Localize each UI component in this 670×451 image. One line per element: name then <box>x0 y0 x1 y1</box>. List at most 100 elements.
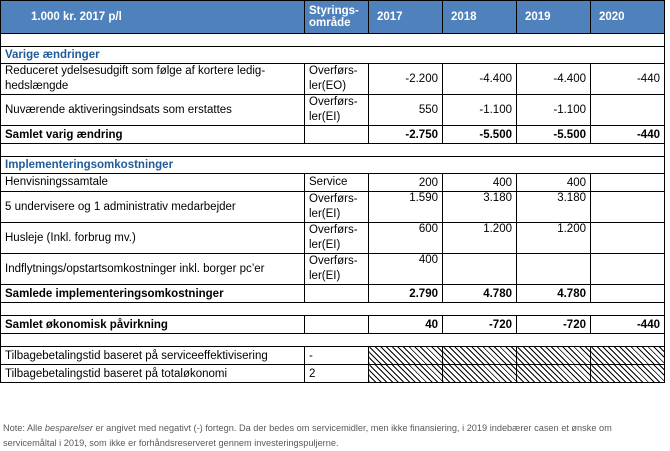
spacer-cell <box>0 333 665 347</box>
overall-area <box>304 315 369 334</box>
row-area: Overførs-ler(EO) <box>304 63 369 95</box>
table-row: Indflytnings/opstartsomkostninger inkl. … <box>0 253 665 285</box>
hatched-cell <box>590 346 665 365</box>
subtotal-row: Samlede implementeringsomkostninger 2.79… <box>0 284 665 303</box>
hatched-cell <box>368 364 443 383</box>
row-description: Husleje (Inkl. forbrug mv.) <box>0 222 305 254</box>
subtotal-area <box>304 284 369 303</box>
spacer-row <box>0 143 665 157</box>
header-year-2019: 2019 <box>516 0 591 34</box>
table-row: Henvisningssamtale Service 200 400 400 <box>0 173 665 192</box>
note-prefix: Note: Alle <box>3 423 45 433</box>
hatched-cell <box>368 346 443 365</box>
payback-value: - <box>304 346 369 365</box>
row-area: Overførs-ler(EI) <box>304 94 369 126</box>
row-value-2019: 400 <box>516 173 591 192</box>
subtotal-value-2019: 4.780 <box>516 284 591 303</box>
row-area: Overførs-ler(EI) <box>304 222 369 254</box>
header-title: 1.000 kr. 2017 p/l <box>0 0 305 34</box>
subtotal-value-2020 <box>590 284 665 303</box>
hatched-cell <box>442 346 517 365</box>
subtotal-value-2020: -440 <box>590 125 665 144</box>
overall-value-2018: -720 <box>442 315 517 334</box>
spacer-cell <box>0 302 665 316</box>
overall-value-2017: 40 <box>368 315 443 334</box>
subtotal-area <box>304 125 369 144</box>
payback-row: Tilbagebetalingstid baseret på serviceef… <box>0 346 665 365</box>
row-description: Nuværende aktiveringsindsats som erstatt… <box>0 94 305 126</box>
row-description: Indflytnings/opstartsomkostninger inkl. … <box>0 253 305 285</box>
spacer-row <box>0 33 665 47</box>
row-value-2019: -4.400 <box>516 63 591 95</box>
header-year-2020: 2020 <box>590 0 665 34</box>
spacer-cell <box>0 33 665 47</box>
row-value-2020 <box>590 222 665 254</box>
row-value-2017: 400 <box>368 253 443 285</box>
row-value-2019: 1.200 <box>516 222 591 254</box>
hatched-cell <box>516 346 591 365</box>
section-title: Implementeringsomkostninger <box>0 156 665 174</box>
table-note: Note: Alle besparelser er angivet med ne… <box>3 421 667 451</box>
header-year-2018: 2018 <box>442 0 517 34</box>
subtotal-label: Samlede implementeringsomkostninger <box>0 284 305 303</box>
hatched-cell <box>442 364 517 383</box>
row-value-2018: 3.180 <box>442 191 517 223</box>
overall-value-2020: -440 <box>590 315 665 334</box>
row-value-2018: -4.400 <box>442 63 517 95</box>
section-title-row: Varige ændringer <box>0 46 665 64</box>
header-row: 1.000 kr. 2017 p/l Styrings-område 2017 … <box>0 0 665 34</box>
note-emphasis: besparelser <box>44 423 93 433</box>
note-suffix: er angivet med negativt (-) fortegn. Da … <box>3 423 612 448</box>
row-value-2020 <box>590 253 665 285</box>
subtotal-value-2017: -2.750 <box>368 125 443 144</box>
row-area: Overførs-ler(EI) <box>304 191 369 223</box>
table-row: 5 undervisere og 1 administrativ medarbe… <box>0 191 665 223</box>
row-value-2020: -440 <box>590 63 665 95</box>
overall-value-2019: -720 <box>516 315 591 334</box>
table-row: Nuværende aktiveringsindsats som erstatt… <box>0 94 665 126</box>
row-value-2017: 200 <box>368 173 443 192</box>
row-value-2017: 550 <box>368 94 443 126</box>
payback-row: Tilbagebetalingstid baseret på totaløkon… <box>0 364 665 383</box>
subtotal-value-2018: -5.500 <box>442 125 517 144</box>
subtotal-value-2017: 2.790 <box>368 284 443 303</box>
subtotal-value-2018: 4.780 <box>442 284 517 303</box>
row-value-2020 <box>590 191 665 223</box>
row-value-2019: -1.100 <box>516 94 591 126</box>
spacer-row <box>0 302 665 316</box>
row-description: Henvisningssamtale <box>0 173 305 192</box>
row-value-2019 <box>516 253 591 285</box>
section-title-row: Implementeringsomkostninger <box>0 156 665 174</box>
row-value-2017: 600 <box>368 222 443 254</box>
overall-row: Samlet økonomisk påvirkning 40 -720 -720… <box>0 315 665 334</box>
table-row: Husleje (Inkl. forbrug mv.) Overførs-ler… <box>0 222 665 254</box>
row-value-2017: -2.200 <box>368 63 443 95</box>
row-value-2020 <box>590 173 665 192</box>
row-value-2018: 1.200 <box>442 222 517 254</box>
payback-value: 2 <box>304 364 369 383</box>
row-description: 5 undervisere og 1 administrativ medarbe… <box>0 191 305 223</box>
spacer-row <box>0 333 665 347</box>
spacer-cell <box>0 143 665 157</box>
table-row: Reduceret ydelsesudgift som følge af kor… <box>0 63 665 95</box>
row-value-2020 <box>590 94 665 126</box>
subtotal-value-2019: -5.500 <box>516 125 591 144</box>
row-value-2018: 400 <box>442 173 517 192</box>
row-description: Reduceret ydelsesudgift som følge af kor… <box>0 63 305 95</box>
row-value-2019: 3.180 <box>516 191 591 223</box>
header-year-2017: 2017 <box>368 0 443 34</box>
payback-label: Tilbagebetalingstid baseret på totaløkon… <box>0 364 305 383</box>
hatched-cell <box>590 364 665 383</box>
payback-label: Tilbagebetalingstid baseret på serviceef… <box>0 346 305 365</box>
row-value-2017: 1.590 <box>368 191 443 223</box>
overall-label: Samlet økonomisk påvirkning <box>0 315 305 334</box>
row-area: Service <box>304 173 369 192</box>
hatched-cell <box>516 364 591 383</box>
budget-table: 1.000 kr. 2017 p/l Styrings-område 2017 … <box>0 0 665 383</box>
row-value-2018 <box>442 253 517 285</box>
section-title: Varige ændringer <box>0 46 665 64</box>
header-area: Styrings-område <box>304 0 369 34</box>
row-area: Overførs-ler(EI) <box>304 253 369 285</box>
row-value-2018: -1.100 <box>442 94 517 126</box>
